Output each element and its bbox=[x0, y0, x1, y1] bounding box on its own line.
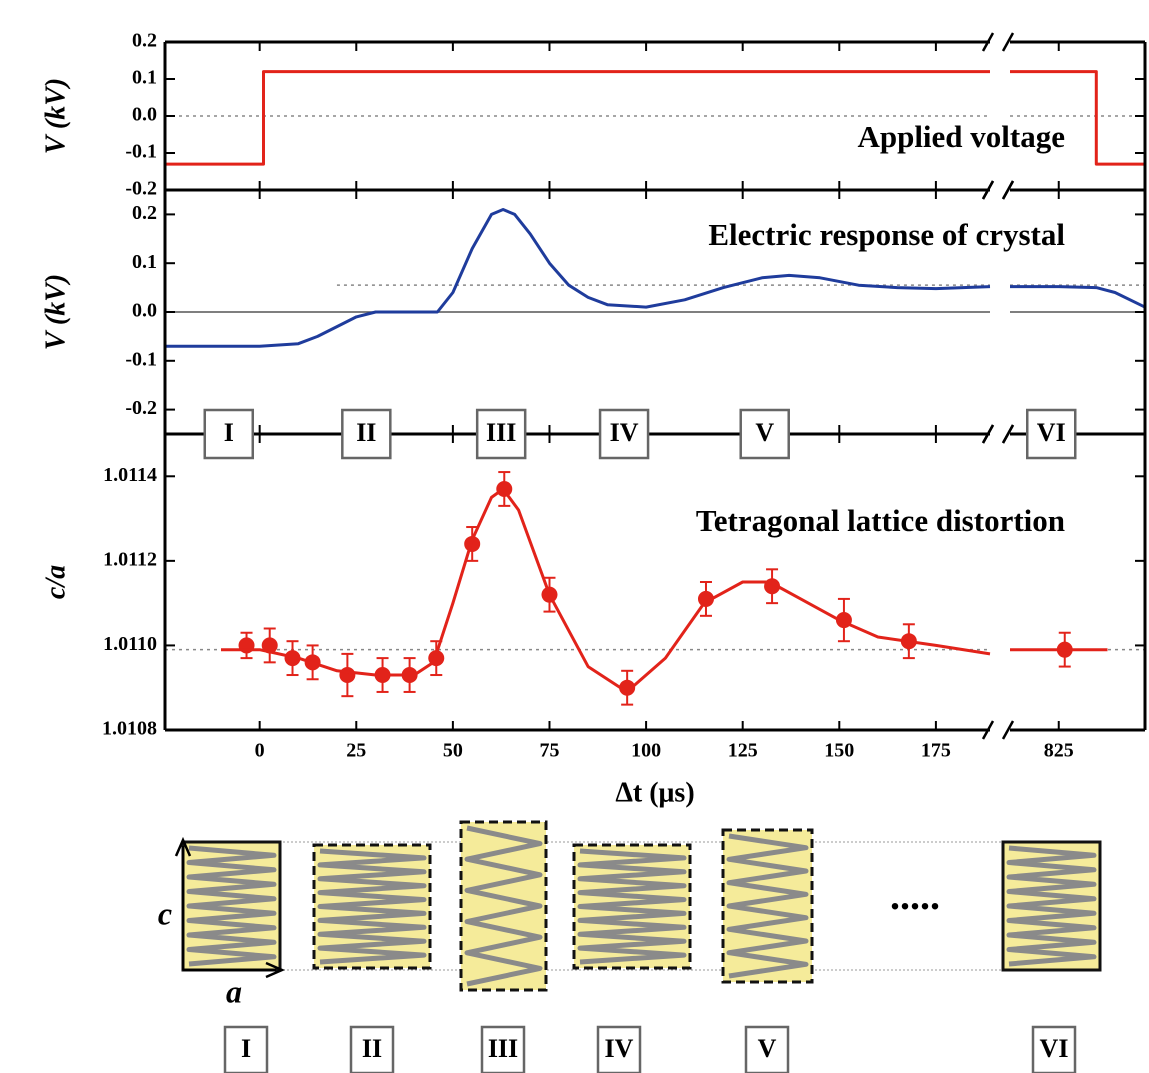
stage-box bbox=[223, 1025, 269, 1073]
stage-label: IV bbox=[610, 418, 639, 447]
stage-label: III bbox=[486, 418, 516, 447]
spring bbox=[1006, 845, 1097, 967]
stage-box bbox=[480, 1025, 526, 1073]
stage-label: V bbox=[755, 418, 774, 447]
stage-label: VI bbox=[1040, 1034, 1069, 1063]
y-tick-label: -0.2 bbox=[125, 397, 157, 419]
stage-label: II bbox=[356, 418, 376, 447]
y-tick-label: 0.1 bbox=[132, 251, 157, 273]
a-arrowhead bbox=[265, 961, 286, 979]
stage-box bbox=[1026, 408, 1077, 460]
y-tick-label: 0.1 bbox=[132, 67, 157, 89]
stage-label: II bbox=[362, 1034, 382, 1063]
panel-title: Electric response of crystal bbox=[708, 217, 1065, 252]
stage-box bbox=[349, 1025, 395, 1073]
axis-break bbox=[981, 720, 995, 740]
data-line bbox=[165, 70, 990, 166]
y-axis-label: V (kV) bbox=[40, 78, 71, 155]
stage-box bbox=[596, 1025, 642, 1073]
axis-break bbox=[1001, 424, 1015, 444]
data-point bbox=[339, 667, 356, 684]
data-line bbox=[165, 208, 991, 348]
c-axis-label: c bbox=[158, 895, 172, 931]
data-point bbox=[261, 637, 278, 654]
x-tick-label: 0 bbox=[255, 740, 265, 762]
y-tick-label: 0.0 bbox=[132, 300, 157, 322]
stage-box bbox=[1031, 1025, 1077, 1073]
x-tick-label: 125 bbox=[728, 740, 758, 762]
x-tick-label: 175 bbox=[921, 740, 951, 762]
y-axis-label: c/a bbox=[40, 565, 71, 599]
spring bbox=[577, 848, 687, 965]
stage-box bbox=[739, 408, 790, 460]
y-tick-label: -0.1 bbox=[125, 348, 157, 370]
axis-break bbox=[981, 32, 995, 52]
y-tick-label: 1.0112 bbox=[103, 548, 157, 570]
panel-title: Tetragonal lattice distortion bbox=[696, 503, 1065, 538]
x-tick-label: 25 bbox=[346, 740, 366, 762]
stage-label: VI bbox=[1037, 418, 1066, 447]
stage-box bbox=[203, 408, 255, 460]
data-point bbox=[697, 590, 714, 607]
ellipsis: ..... bbox=[890, 873, 940, 918]
stage-box bbox=[341, 408, 392, 460]
data-line bbox=[1010, 285, 1146, 309]
axis-break bbox=[1001, 32, 1015, 52]
data-line bbox=[1010, 70, 1145, 166]
data-line bbox=[221, 487, 991, 694]
stage-label: I bbox=[241, 1034, 251, 1063]
y-tick-label: 0.0 bbox=[132, 104, 157, 126]
spring bbox=[464, 825, 543, 987]
y-tick-label: 0.2 bbox=[132, 202, 157, 224]
y-tick-label: 0.2 bbox=[132, 30, 157, 52]
spring bbox=[186, 845, 277, 967]
stage-box bbox=[475, 408, 527, 460]
stage-box bbox=[598, 408, 650, 460]
stage-box bbox=[744, 1025, 790, 1073]
axis-break bbox=[981, 180, 995, 200]
y-axis-label: V (kV) bbox=[40, 274, 71, 351]
x-tick-label: 150 bbox=[824, 740, 854, 762]
spring bbox=[726, 833, 809, 979]
y-tick-label: -0.1 bbox=[125, 141, 157, 163]
axis-break bbox=[1001, 720, 1015, 740]
x-axis-label: Δt (μs) bbox=[615, 777, 694, 808]
axis-break bbox=[1001, 180, 1015, 200]
panel-title: Applied voltage bbox=[857, 119, 1065, 154]
stage-label: III bbox=[488, 1034, 518, 1063]
axis-break bbox=[981, 424, 995, 444]
y-tick-label: 1.0110 bbox=[103, 633, 157, 655]
y-tick-label: 1.0108 bbox=[102, 718, 157, 740]
y-tick-label: 1.0114 bbox=[103, 464, 157, 486]
data-point bbox=[619, 679, 636, 696]
stage-label: IV bbox=[605, 1034, 634, 1063]
spring bbox=[317, 848, 427, 965]
stage-label: I bbox=[224, 418, 234, 447]
x-tick-label: 50 bbox=[443, 740, 463, 762]
x-tick-label: 825 bbox=[1044, 740, 1074, 762]
y-tick-label: -0.2 bbox=[125, 178, 157, 200]
a-axis-label: a bbox=[226, 973, 242, 1009]
x-tick-label: 75 bbox=[539, 740, 559, 762]
c-arrowhead bbox=[174, 836, 192, 857]
stage-label: V bbox=[758, 1034, 777, 1063]
x-tick-label: 100 bbox=[631, 740, 661, 762]
